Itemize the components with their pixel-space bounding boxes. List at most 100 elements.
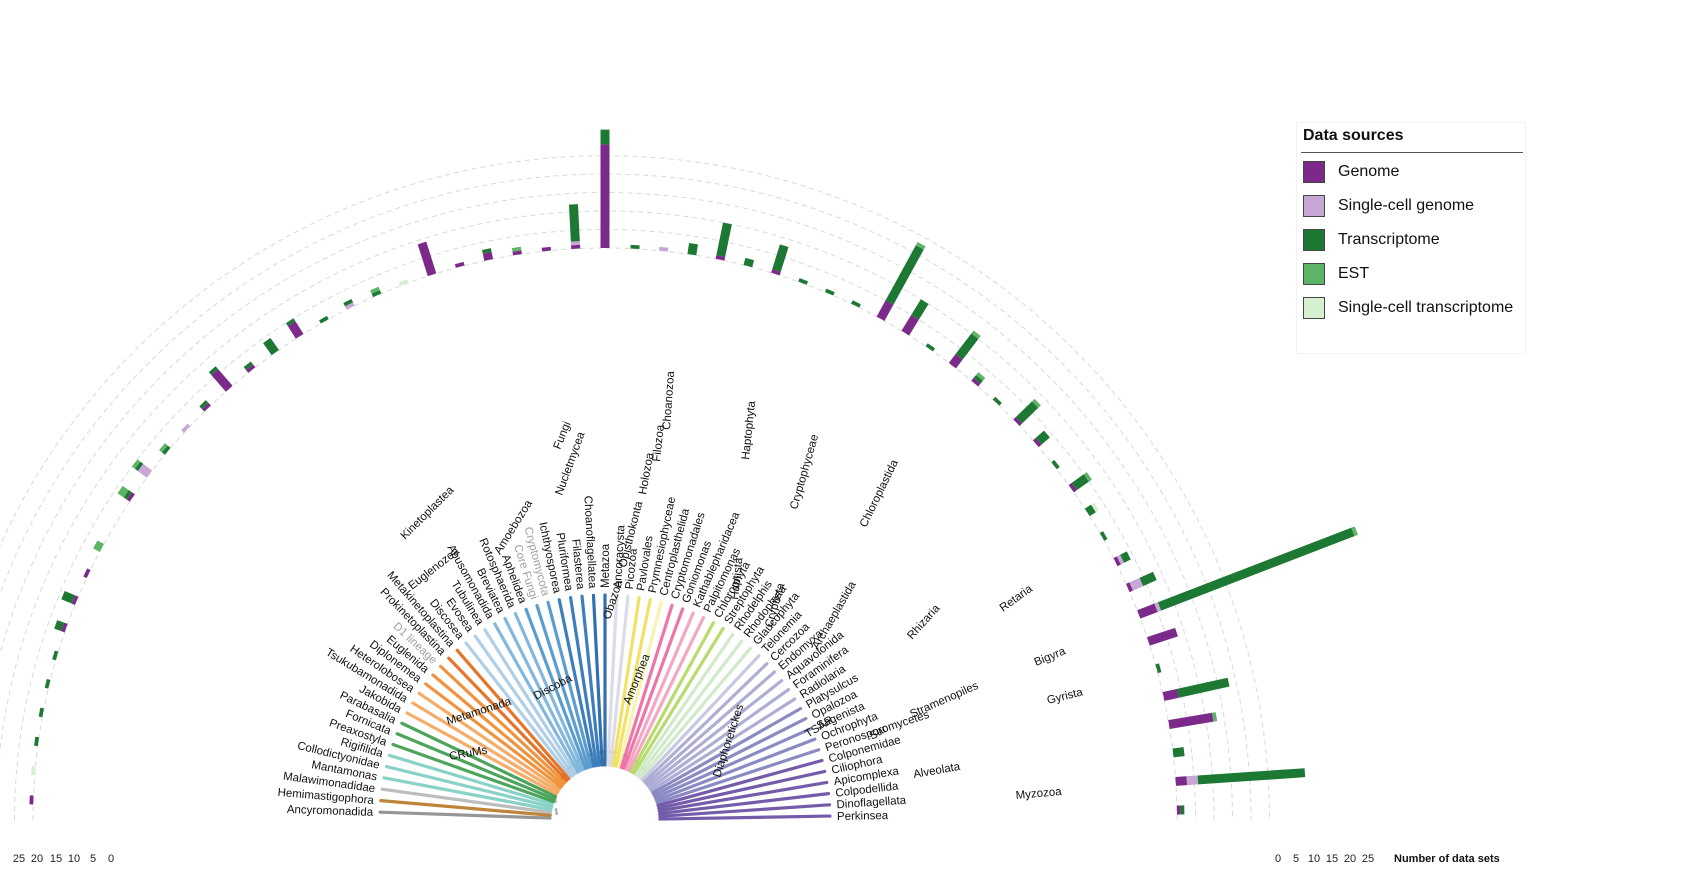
data-bar-segment	[159, 443, 168, 453]
tree-branch	[658, 803, 832, 818]
data-bar-segment	[1157, 527, 1355, 611]
data-bar-segment	[1162, 688, 1179, 701]
tree-branch	[503, 616, 583, 773]
legend-label: EST	[1338, 265, 1370, 282]
taxon-label: Picozoa	[624, 547, 640, 590]
left-axis-tick: 15	[50, 853, 62, 865]
data-bar-segment	[901, 315, 919, 336]
data-bar-segment	[343, 299, 354, 307]
tree-branch	[638, 646, 753, 780]
data-bar-segment	[1015, 401, 1039, 424]
tree-branch	[655, 748, 821, 805]
tree-branch	[652, 716, 808, 797]
clade-label-alveolata: Alveolata	[912, 761, 961, 781]
tree-branch	[580, 594, 601, 767]
data-bar-segment	[137, 463, 153, 478]
tree-branch	[473, 634, 575, 777]
taxon-label: Choanoflagellatea	[581, 495, 598, 589]
data-bar-segment	[1137, 603, 1158, 619]
tree-branch	[651, 707, 803, 795]
data-bar-segment	[992, 396, 1002, 406]
clade-label-cryptophyceae: Cryptophyceae	[788, 433, 821, 511]
legend-swatch	[1303, 297, 1325, 319]
right-axis-title: Number of data sets	[1394, 853, 1500, 865]
taxon-label: Ancyromonadida	[287, 804, 374, 819]
legend-swatch	[1303, 161, 1325, 183]
clade-label-gyrista: Gyrista	[1046, 686, 1085, 707]
legend-swatch	[1303, 263, 1325, 285]
clade-label-bigyra: Bigyra	[1033, 645, 1068, 669]
tree-branch	[642, 662, 769, 784]
clade-label-haptista: Haptista	[729, 557, 745, 601]
data-bar-segment	[687, 242, 698, 256]
clade-label-haptophyta: Haptophyta	[740, 400, 758, 460]
tree-branch	[557, 598, 596, 768]
left-axis-tick: 10	[68, 853, 80, 865]
data-bar-segment	[1013, 416, 1023, 426]
data-bar-segment	[1154, 602, 1162, 612]
data-bar-segment	[948, 354, 963, 369]
tree-branch	[568, 596, 599, 768]
tree-branch	[535, 603, 590, 770]
tree-branch	[611, 596, 641, 768]
data-bar-segment	[243, 361, 254, 370]
tree-branch	[424, 682, 563, 789]
data-bar-segment	[161, 445, 171, 455]
tree-branch	[524, 607, 588, 771]
data-bar-segment	[1176, 677, 1230, 698]
data-bar-segment	[876, 300, 894, 321]
tree-branch	[382, 776, 553, 812]
data-bar-segment	[344, 302, 355, 310]
data-bar-segment	[885, 245, 924, 305]
data-bar-segment	[512, 250, 522, 256]
tree-branch	[653, 727, 813, 800]
tree-branch	[513, 612, 585, 772]
data-bar-segment	[123, 490, 132, 500]
tree-branch	[658, 814, 832, 821]
data-bar-segment	[1186, 775, 1199, 786]
data-bar-segment	[1071, 474, 1089, 491]
data-bar-segment	[211, 369, 233, 392]
clade-label-chloroplastida: Chloroplastida	[858, 457, 901, 529]
data-bar-segment	[61, 622, 68, 633]
right-axis-tick: 20	[1344, 853, 1356, 865]
taxon-label: Perkinsea	[837, 810, 889, 823]
left-axis-tick: 5	[90, 853, 96, 865]
tree-branch	[400, 721, 557, 798]
data-bar-segment	[34, 736, 39, 747]
data-bar-segment	[126, 492, 135, 502]
clade-label-choanozoa: Choanozoa	[661, 370, 677, 430]
data-bar-segment	[851, 300, 861, 308]
data-bar-segment	[1139, 571, 1157, 587]
data-bar-segment	[1146, 627, 1178, 646]
tree-branch	[641, 654, 761, 782]
tree-branch	[493, 622, 580, 774]
data-bar-segment	[263, 337, 279, 356]
data-bar-segment	[1120, 551, 1131, 563]
clade-label-stramenopiles: Stramenopiles	[908, 680, 980, 721]
tree-branch	[617, 600, 663, 769]
tree-branch	[627, 616, 705, 773]
data-bar-segment	[1091, 502, 1100, 513]
data-bar-segment	[371, 290, 382, 298]
tree-branch	[395, 732, 556, 801]
tree-branch	[405, 711, 559, 796]
data-bar-segment	[1051, 459, 1060, 470]
tree-branch	[622, 607, 685, 770]
tree-branch	[417, 691, 562, 791]
grid-arc	[0, 155, 1270, 821]
data-bar-segment	[973, 374, 983, 384]
clade-label-rhizaria: Rhizaria	[905, 602, 943, 642]
clade-label-kinetoplastea: Kinetoplastea	[399, 484, 457, 542]
data-bar-segment	[117, 485, 129, 498]
data-bar-segment	[83, 568, 91, 579]
data-bar-segment	[44, 678, 51, 689]
data-bar-segment	[54, 620, 65, 632]
tree-branch	[464, 641, 573, 779]
data-bar-segment	[398, 279, 409, 286]
data-bar-segment	[285, 318, 296, 327]
data-bar-segment	[454, 261, 465, 268]
data-bar-segment	[971, 330, 981, 339]
legend-swatch	[1303, 229, 1325, 251]
data-bar-segment	[1125, 582, 1134, 593]
